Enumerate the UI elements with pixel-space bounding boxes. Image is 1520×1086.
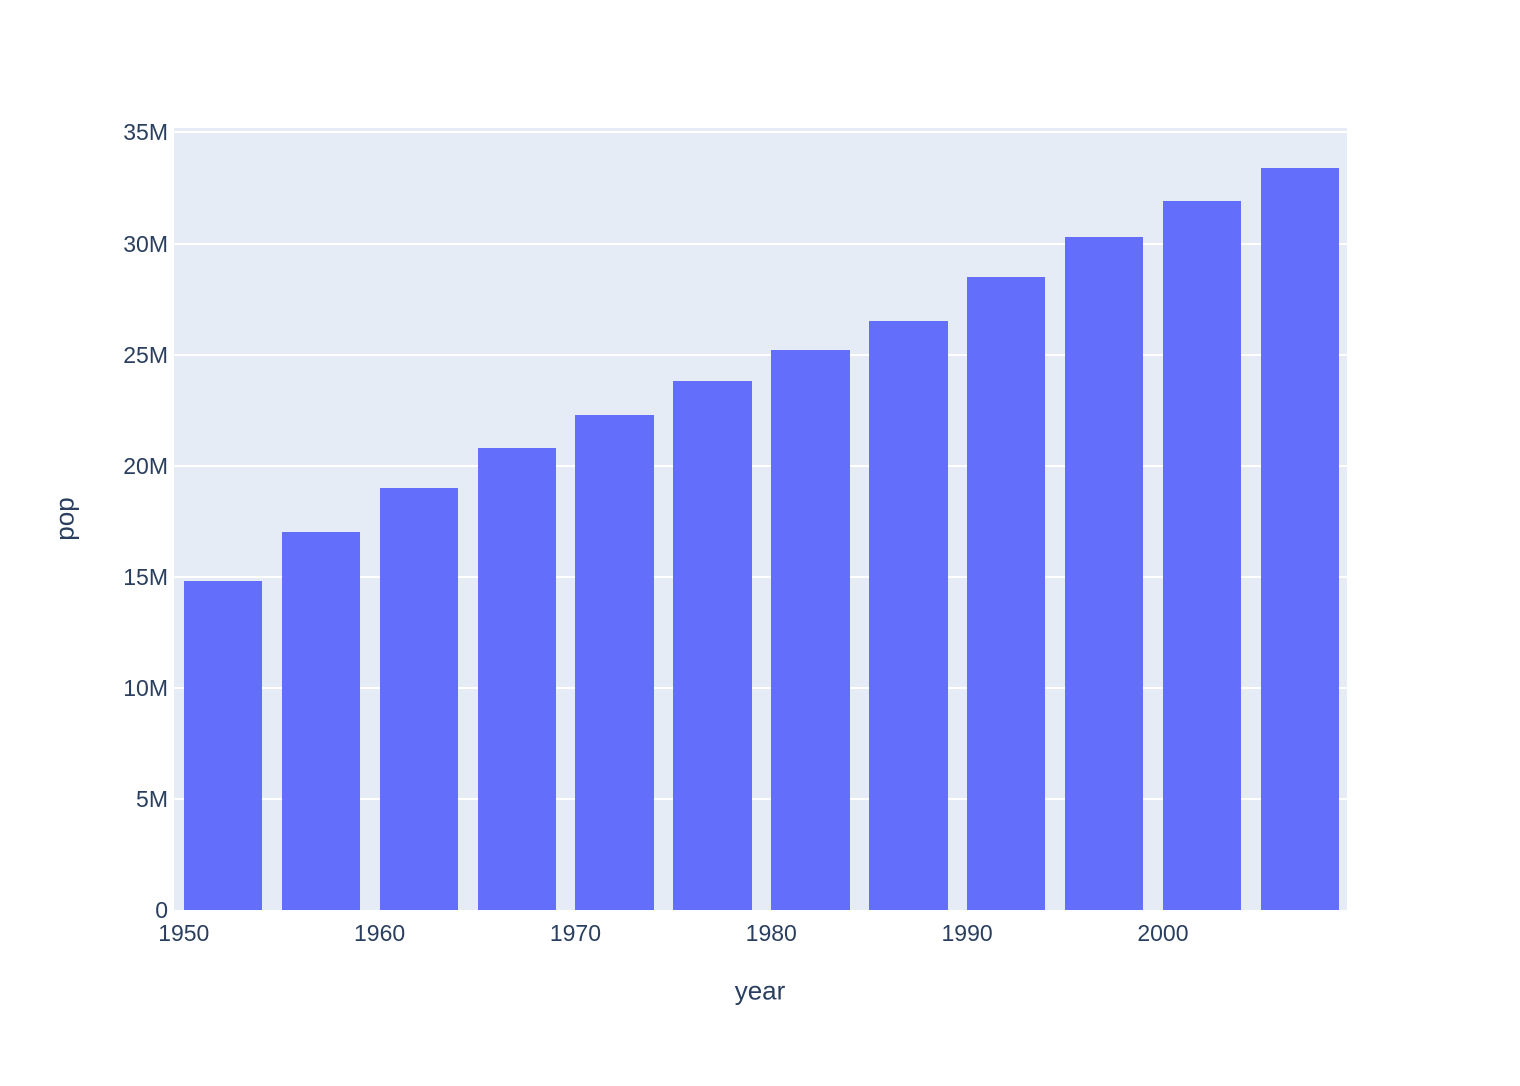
bar-1977[interactable]: [673, 381, 752, 910]
bar-1967[interactable]: [477, 447, 556, 910]
x-tick-label-2000: 2000: [1137, 920, 1189, 946]
y-tick-label-35M: 35M: [123, 119, 168, 146]
y-tick-label-10M: 10M: [123, 674, 168, 701]
bar-2002[interactable]: [1162, 201, 1242, 910]
y-tick-label-25M: 25M: [123, 341, 168, 368]
bar-1997[interactable]: [1065, 236, 1144, 910]
x-tick-label-1980: 1980: [745, 920, 797, 946]
bar-1957[interactable]: [281, 532, 361, 910]
bar-1982[interactable]: [771, 350, 850, 910]
y-tick-label-0: 0: [155, 897, 168, 923]
bar-1962[interactable]: [379, 487, 458, 910]
gridline: [174, 131, 1347, 134]
x-tick-label-1960: 1960: [354, 920, 406, 946]
bar-1992[interactable]: [967, 276, 1046, 910]
x-tick-label-1950: 1950: [158, 920, 210, 946]
y-axis-title: pop: [49, 497, 80, 541]
bar-1972[interactable]: [575, 414, 654, 910]
bar-1987[interactable]: [869, 321, 948, 910]
y-tick-label-15M: 15M: [123, 563, 168, 590]
bar-2007[interactable]: [1260, 168, 1340, 910]
y-tick-label-5M: 5M: [136, 785, 168, 812]
x-tick-label-1990: 1990: [941, 920, 993, 946]
plot-area[interactable]: [174, 128, 1347, 910]
x-axis-title: year: [734, 975, 786, 1006]
bar-1952[interactable]: [183, 581, 263, 910]
x-tick-label-1970: 1970: [549, 920, 602, 946]
y-tick-label-30M: 30M: [123, 230, 168, 257]
y-tick-label-20M: 20M: [123, 452, 168, 479]
